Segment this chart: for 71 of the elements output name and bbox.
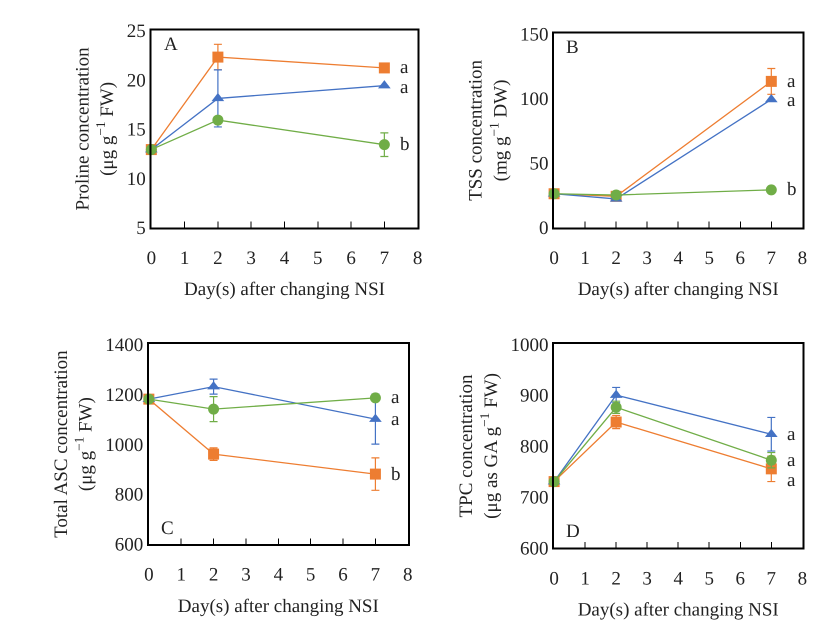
x-tick-label: 3 bbox=[246, 248, 256, 269]
x-tick-label: 2 bbox=[611, 568, 621, 590]
x-tick-label: 8 bbox=[798, 568, 808, 590]
x-axis-title: Day(s) after changing NSI bbox=[578, 279, 779, 300]
x-tick-label: 6 bbox=[736, 568, 746, 590]
x-tick-label: 6 bbox=[338, 564, 348, 586]
y-tick-label: 900 bbox=[520, 386, 549, 407]
annotation: a bbox=[787, 470, 796, 491]
y-tick-label: 25 bbox=[126, 21, 146, 42]
x-tick-label: 1 bbox=[580, 568, 590, 590]
y-tick-label: 1000 bbox=[105, 434, 144, 456]
y-tick-label: 100 bbox=[520, 88, 549, 110]
x-tick-label: 1 bbox=[180, 248, 190, 269]
x-tick-label: 1 bbox=[176, 564, 186, 586]
x-tick-label: 4 bbox=[280, 248, 290, 269]
y-tick-label: 50 bbox=[530, 153, 549, 174]
y-tick-label: 0 bbox=[539, 218, 549, 239]
annotation: b bbox=[400, 134, 410, 155]
y-tick-label: 20 bbox=[126, 70, 146, 92]
x-tick-label: 6 bbox=[346, 248, 356, 269]
y-tick-label: 700 bbox=[520, 487, 549, 508]
annotation: a bbox=[391, 409, 400, 430]
x-tick-label: 1 bbox=[580, 248, 590, 269]
y-tick-label: 5 bbox=[136, 218, 146, 239]
x-tick-label: 7 bbox=[380, 248, 390, 269]
x-tick-label: 8 bbox=[403, 564, 413, 586]
x-tick-label: 5 bbox=[313, 248, 323, 269]
x-tick-label: 2 bbox=[208, 564, 218, 586]
y-tick-label: 10 bbox=[126, 168, 146, 190]
x-tick-label: 8 bbox=[798, 248, 808, 269]
y-tick-label: 600 bbox=[114, 534, 144, 556]
y-tick-label: 1200 bbox=[105, 384, 144, 406]
y-tick-label: 800 bbox=[520, 436, 549, 458]
x-tick-label: 3 bbox=[642, 248, 652, 269]
y-tick-label: 600 bbox=[520, 538, 549, 560]
annotation: a bbox=[787, 71, 796, 92]
x-tick-label: 4 bbox=[673, 568, 684, 590]
annotation: a bbox=[787, 90, 796, 111]
x-tick-label: 8 bbox=[412, 248, 422, 269]
annotation: a bbox=[400, 57, 409, 78]
y-tick-label: 1400 bbox=[105, 334, 144, 356]
x-tick-label: 4 bbox=[274, 564, 284, 586]
y-tick-label: 15 bbox=[126, 120, 146, 141]
x-tick-label: 5 bbox=[704, 248, 714, 269]
annotation: a bbox=[787, 424, 796, 445]
x-tick-label: 2 bbox=[611, 248, 621, 269]
x-tick-label: 3 bbox=[241, 564, 251, 586]
x-tick-label: 7 bbox=[766, 248, 776, 269]
x-tick-label: 6 bbox=[736, 248, 746, 269]
x-tick-label: 7 bbox=[370, 564, 380, 586]
x-tick-label: 4 bbox=[673, 248, 684, 269]
x-axis-title: Day(s) after changing NSI bbox=[178, 596, 379, 617]
x-tick-label: 3 bbox=[642, 568, 652, 590]
annotation: b bbox=[787, 179, 796, 200]
annotation: A bbox=[164, 34, 178, 55]
annotation: C bbox=[161, 518, 174, 539]
x-axis-title: Day(s) after changing NSI bbox=[578, 600, 779, 621]
x-tick-label: 2 bbox=[213, 248, 223, 269]
x-axis-title: Day(s) after changing NSI bbox=[184, 279, 385, 300]
annotation: a bbox=[391, 387, 400, 408]
annotation: D bbox=[566, 521, 580, 542]
annotation: B bbox=[566, 37, 579, 58]
y-tick-label: 800 bbox=[114, 484, 144, 506]
x-tick-label: 5 bbox=[306, 564, 316, 586]
annotation: b bbox=[391, 464, 400, 485]
annotation: a bbox=[787, 450, 796, 471]
y-tick-label: 1000 bbox=[510, 334, 549, 356]
annotation: a bbox=[400, 77, 409, 98]
x-tick-label: 7 bbox=[766, 568, 776, 590]
y-tick-label: 150 bbox=[520, 24, 549, 46]
x-tick-label: 5 bbox=[704, 568, 714, 590]
